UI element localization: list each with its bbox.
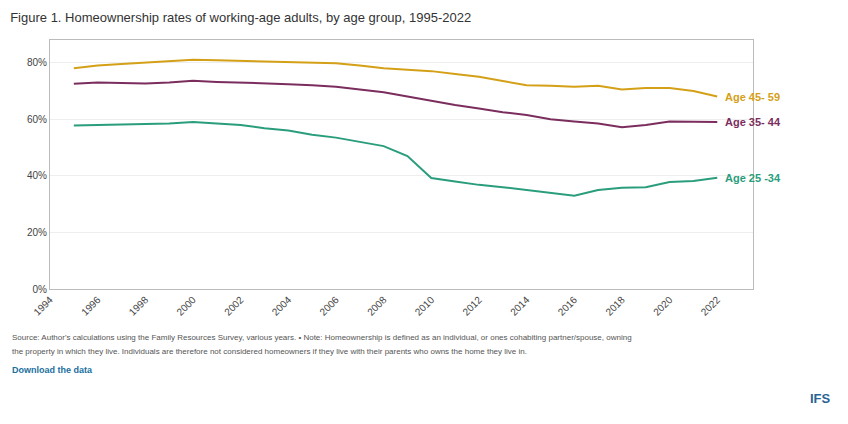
- svg-text:2016: 2016: [556, 294, 580, 318]
- svg-text:20%: 20%: [27, 227, 47, 238]
- svg-text:2004: 2004: [270, 294, 294, 318]
- svg-text:1996: 1996: [79, 294, 103, 318]
- svg-text:1994: 1994: [31, 294, 55, 318]
- svg-text:2006: 2006: [317, 294, 341, 318]
- svg-text:2010: 2010: [413, 294, 437, 318]
- svg-text:80%: 80%: [27, 57, 47, 68]
- svg-text:Source: Author's calculations: Source: Author's calculations using the …: [12, 333, 632, 342]
- svg-text:Download the data: Download the data: [12, 365, 93, 375]
- svg-text:2020: 2020: [651, 294, 675, 318]
- svg-text:Age 35- 44: Age 35- 44: [725, 116, 781, 128]
- svg-text:2008: 2008: [365, 294, 389, 318]
- svg-text:Figure 1. Homeownership rates: Figure 1. Homeownership rates of working…: [10, 10, 471, 25]
- svg-text:0%: 0%: [33, 284, 48, 295]
- svg-text:1998: 1998: [127, 294, 151, 318]
- svg-text:the property in which they liv: the property in which they live. Individ…: [12, 347, 527, 356]
- svg-text:2000: 2000: [174, 294, 198, 318]
- svg-text:2012: 2012: [460, 294, 484, 318]
- svg-text:2002: 2002: [222, 294, 246, 318]
- svg-text:2022: 2022: [699, 294, 723, 318]
- svg-text:IFS: IFS: [810, 391, 831, 406]
- svg-text:Age 45- 59: Age 45- 59: [725, 91, 780, 103]
- svg-text:2018: 2018: [603, 294, 627, 318]
- svg-text:2014: 2014: [508, 294, 532, 318]
- svg-text:40%: 40%: [27, 170, 47, 181]
- svg-text:60%: 60%: [27, 114, 47, 125]
- svg-text:Age 25 -34: Age 25 -34: [725, 172, 781, 184]
